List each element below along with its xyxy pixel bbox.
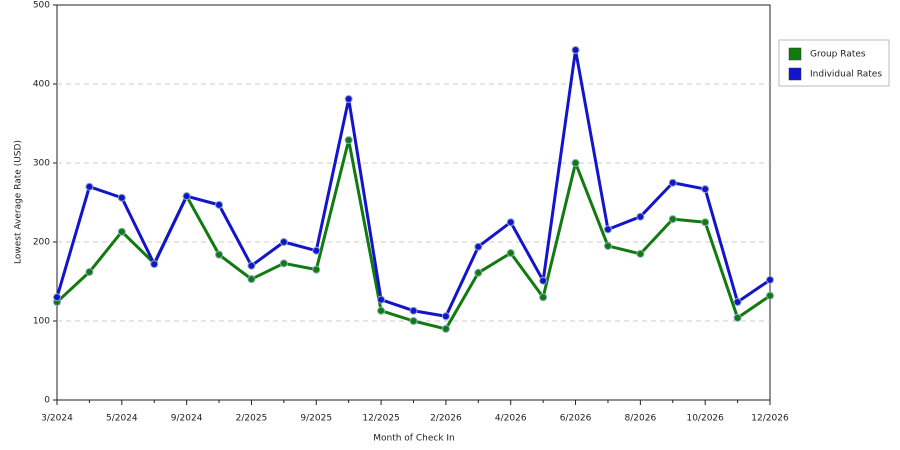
x-tick-label: 2/2025: [236, 414, 268, 424]
data-point: [766, 291, 774, 300]
x-tick-label: 4/2026: [495, 414, 527, 424]
data-point: [182, 192, 191, 201]
y-tick-label: 0: [44, 396, 50, 406]
data-point: [377, 306, 386, 315]
x-tick-label: 12/2026: [751, 414, 789, 424]
data-point: [409, 306, 418, 315]
data-point: [85, 268, 94, 277]
data-point: [279, 238, 288, 246]
y-axis-title: Lowest Average Rate (USD): [14, 140, 24, 264]
x-tick-label: 2/2026: [430, 414, 462, 424]
legend-label: Individual Rates: [810, 70, 882, 80]
data-point: [279, 259, 288, 268]
data-point: [215, 200, 224, 209]
data-point: [117, 193, 126, 202]
series-line: [55, 138, 771, 331]
y-tick-label: 200: [33, 238, 50, 248]
x-tick-label: 5/2024: [106, 414, 138, 424]
data-point: [701, 218, 710, 227]
data-point: [312, 265, 321, 274]
y-tick-label: 500: [33, 1, 50, 11]
legend-swatch: [788, 67, 802, 81]
x-tick-label: 3/2024: [41, 414, 73, 424]
y-tick-label: 300: [33, 159, 50, 169]
data-point: [215, 250, 224, 259]
data-point: [150, 260, 159, 269]
data-point: [733, 313, 742, 322]
x-tick-label: 6/2026: [560, 414, 592, 424]
data-point: [668, 215, 677, 224]
data-point: [441, 324, 450, 333]
data-point: [571, 46, 580, 55]
data-point: [474, 242, 483, 251]
data-point: [409, 317, 418, 325]
data-point: [506, 249, 515, 258]
x-tick-label: 9/2024: [171, 414, 203, 424]
data-point: [701, 185, 710, 194]
data-point: [539, 293, 548, 302]
y-tick-label: 100: [33, 317, 50, 327]
data-point: [733, 298, 742, 307]
data-point: [377, 295, 386, 304]
data-point: [247, 261, 256, 270]
x-tick-label: 10/2026: [686, 414, 724, 424]
x-tick-label: 8/2026: [625, 414, 657, 424]
data-point: [344, 136, 353, 145]
data-point: [474, 268, 483, 277]
data-point: [636, 212, 645, 221]
y-tick-label: 400: [33, 80, 50, 90]
data-point: [766, 275, 774, 284]
plot-frame: [56, 4, 771, 401]
data-point: [603, 225, 612, 234]
x-tick-label: 9/2025: [300, 414, 332, 424]
legend-label: Group Rates: [810, 50, 866, 60]
data-point: [53, 293, 61, 302]
data-point: [312, 246, 321, 255]
x-axis-title: Month of Check In: [373, 434, 455, 444]
data-point: [247, 275, 256, 284]
data-point: [441, 312, 450, 321]
legend-swatch: [788, 47, 802, 61]
data-point: [603, 241, 612, 250]
data-point: [539, 276, 548, 285]
data-point: [571, 159, 580, 167]
data-point: [636, 249, 645, 258]
data-point: [344, 95, 353, 104]
data-point: [506, 218, 515, 227]
data-point: [668, 178, 677, 187]
data-point: [117, 227, 126, 236]
x-tick-label: 12/2025: [362, 414, 399, 424]
data-point: [85, 182, 94, 191]
series-line: [55, 48, 771, 318]
